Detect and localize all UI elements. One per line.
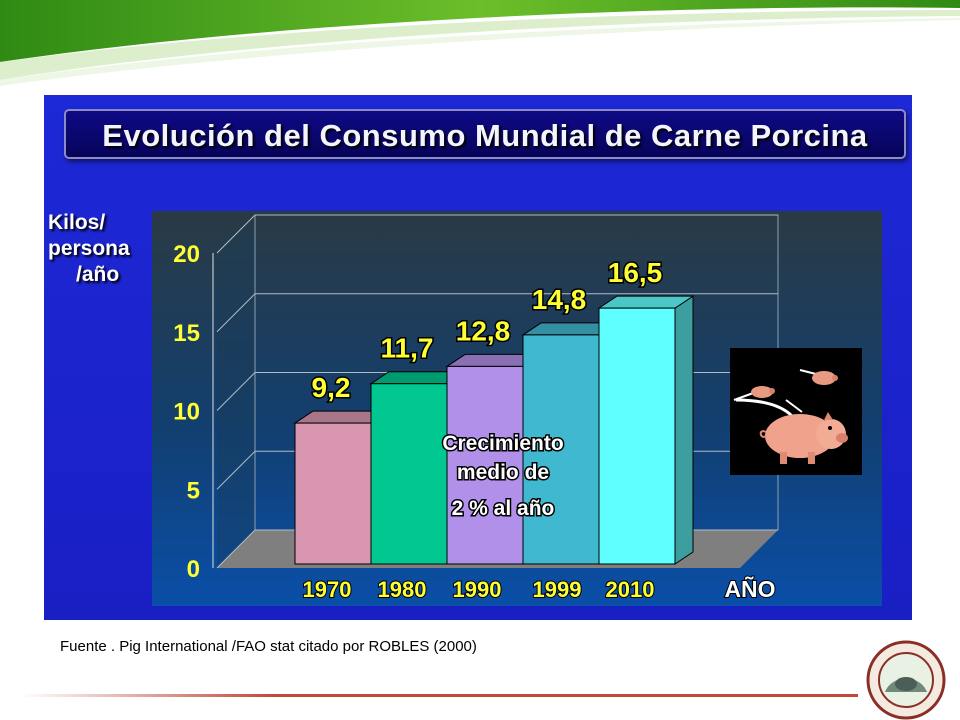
- bar-1970: [294, 422, 372, 565]
- y-axis-label-line-1: Kilos/: [48, 211, 106, 234]
- y-axis-label-line-3: /año: [76, 263, 120, 286]
- x-tick-label: 1970: [303, 577, 352, 602]
- chart-title-bar: Evolución del Consumo Mundial de Carne P…: [64, 109, 906, 159]
- growth-annotation-line: medio de: [457, 461, 549, 484]
- small-pig-top-icon: [799, 369, 838, 385]
- y-tick-label: 20: [173, 241, 200, 268]
- chart-title: Evolución del Consumo Mundial de Carne P…: [102, 118, 868, 153]
- data-label: 16,5: [608, 257, 663, 288]
- x-axis-title: AÑO: [724, 575, 775, 602]
- x-tick-label: 1990: [453, 577, 502, 602]
- y-axis-label-line-2: persona: [48, 237, 130, 260]
- data-label: 12,8: [456, 315, 511, 346]
- faculty-seal-logo: [866, 640, 946, 720]
- footer-rule: [22, 694, 858, 697]
- bar-1980: [370, 383, 448, 565]
- gridline: [216, 293, 778, 333]
- growth-annotation-line: Crecimiento: [442, 432, 563, 455]
- source-note: Fuente . Pig International /FAO stat cit…: [60, 638, 477, 655]
- data-label: 11,7: [381, 333, 434, 364]
- y-tick-label: 0: [187, 556, 200, 583]
- bar-side: [674, 295, 694, 565]
- growth-annotation-line: 2 % al año: [452, 497, 555, 520]
- data-label: 14,8: [532, 284, 587, 315]
- slide-header-banner: [0, 0, 960, 86]
- y-axis-label: Kilos/ persona /año: [48, 210, 148, 288]
- flying-pigs-image: [730, 348, 862, 475]
- large-pig-icon: [735, 398, 848, 464]
- y-tick-label: 5: [187, 477, 200, 504]
- x-tick-label: 1980: [378, 577, 427, 602]
- data-label: 9,2: [312, 372, 351, 403]
- y-tick-label: 10: [173, 399, 200, 426]
- gridline: [216, 214, 778, 254]
- bar-1999: [522, 334, 600, 565]
- bar-2010: [598, 307, 676, 565]
- x-tick-label: 2010: [606, 577, 655, 602]
- y-tick-label: 15: [173, 320, 200, 347]
- x-tick-label: 1999: [533, 577, 582, 602]
